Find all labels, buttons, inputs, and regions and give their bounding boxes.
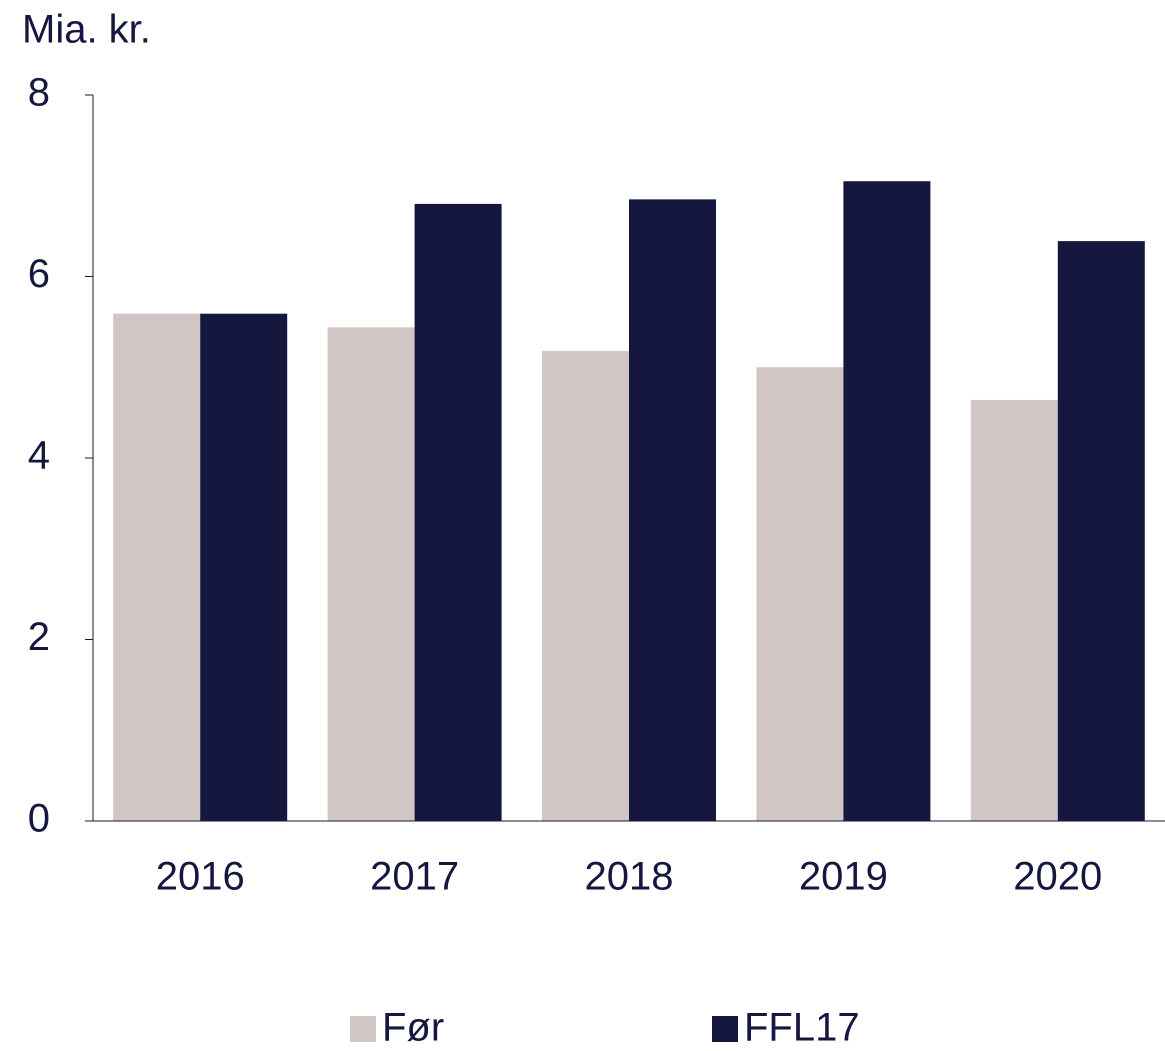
bar	[629, 199, 716, 822]
x-tick-label: 2020	[1013, 855, 1102, 899]
x-tick-label: 2018	[585, 855, 674, 899]
x-tick-label: 2017	[370, 855, 459, 899]
x-tick-label: 2016	[156, 855, 245, 899]
legend-label: FFL17	[744, 1006, 860, 1050]
legend-swatch	[712, 1016, 738, 1042]
y-tick-label: 4	[28, 434, 50, 478]
bar	[1057, 241, 1145, 822]
bar	[113, 313, 201, 821]
bar	[970, 399, 1058, 821]
bar	[843, 181, 931, 821]
y-tick-label: 8	[28, 71, 50, 115]
bar	[327, 327, 415, 821]
y-axis-label: Mia. kr.	[22, 8, 151, 52]
y-tick-label: 2	[28, 615, 50, 659]
y-tick-label: 6	[28, 252, 50, 296]
y-tick-label: 0	[28, 797, 50, 841]
bar	[200, 313, 288, 821]
legend-swatch	[350, 1016, 376, 1042]
bar	[756, 367, 844, 821]
bar	[542, 350, 629, 821]
x-tick-label: 2019	[799, 855, 888, 899]
legend-label: Før	[382, 1006, 444, 1050]
bar	[414, 203, 502, 821]
